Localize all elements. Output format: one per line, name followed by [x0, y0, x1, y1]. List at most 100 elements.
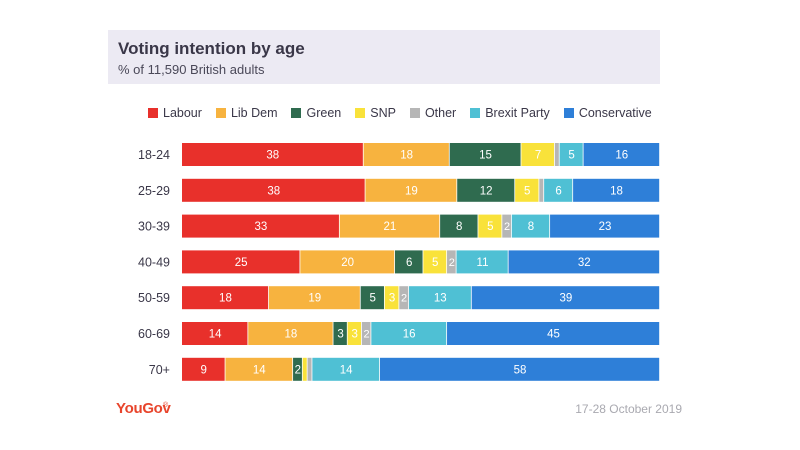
bar-segment-other [361, 322, 371, 345]
bar-segment-other [399, 286, 409, 310]
legend-item-conservative: Conservative [563, 106, 652, 120]
data-label: 14 [253, 364, 266, 376]
bar-segment-brexit-party [408, 286, 471, 310]
bar-segment-conservative [583, 143, 660, 166]
bar-segment-brexit-party [312, 357, 380, 381]
bar-segment-labour [182, 143, 363, 166]
bar-segment-conservative [550, 214, 660, 238]
legend-item-snp: SNP [355, 106, 396, 120]
bar-segment-other [307, 357, 312, 381]
chart-title: Voting intention by age [118, 39, 305, 58]
bar-segment-other [502, 214, 512, 238]
bar-segment-green [394, 250, 423, 274]
data-label: 20 [341, 257, 354, 269]
bar-segment-brexit-party [559, 143, 583, 166]
bar-segment-lib-dem [363, 143, 449, 166]
data-label: 14 [340, 364, 353, 376]
data-label: 21 [384, 221, 397, 233]
bar-segment-green [440, 214, 478, 238]
data-label: 15 [479, 150, 492, 162]
data-label: 8 [456, 221, 462, 233]
data-label: 32 [578, 257, 591, 269]
data-label: 2 [449, 257, 455, 269]
bar-segment-other [447, 250, 456, 274]
chart-legend: Labour Lib Dem Green SNP Other Brexit Party Co… [148, 105, 666, 121]
data-label: 2 [504, 221, 510, 233]
yougov-logo: YouGov [116, 400, 171, 417]
bar-segment-lib-dem [339, 214, 440, 238]
bar-segment-other [539, 178, 544, 202]
data-label: 19 [308, 293, 321, 305]
category-label: 25-29 [138, 184, 170, 198]
data-label: 12 [480, 185, 493, 197]
bar-segment-conservative [508, 250, 660, 274]
bar-segment-labour [182, 357, 225, 381]
bar-segment-lib-dem [268, 286, 360, 310]
data-label: 5 [487, 221, 493, 233]
bar-segment-brexit-party [456, 250, 508, 274]
data-label: 3 [389, 293, 395, 305]
bar-segment-conservative [471, 286, 660, 310]
data-label: 7 [535, 150, 541, 162]
data-label: 2 [364, 329, 370, 341]
legend-item-labour: Labour [148, 106, 202, 120]
bar-segment-brexit-party [511, 214, 550, 238]
legend-label: Brexit Party [485, 106, 550, 120]
legend-label: Other [424, 106, 457, 120]
legend-swatch [148, 108, 158, 118]
bar-segment-snp [515, 178, 539, 202]
category-label: 30-39 [138, 220, 170, 234]
data-label: 19 [405, 185, 418, 197]
data-label: 16 [403, 329, 416, 341]
registered-mark: ® [163, 402, 169, 409]
legend-label: SNP [370, 106, 396, 120]
bar-segment-snp [478, 214, 502, 238]
bar-segment-brexit-party [544, 178, 573, 202]
legend-label: Lib Dem [230, 106, 278, 120]
bar-segment-snp [423, 250, 447, 274]
data-label: 5 [524, 185, 530, 197]
legend-swatch [215, 108, 226, 118]
data-label: 39 [559, 293, 572, 305]
legend-item-other: Other [409, 106, 457, 120]
legend-swatch [291, 108, 302, 118]
data-label: 18 [284, 329, 297, 341]
bar-segment-brexit-party [371, 322, 447, 345]
data-label: 11 [477, 257, 489, 269]
bar-segment-other [554, 143, 559, 166]
bar-segment-green [449, 143, 521, 166]
bar-segment-snp [302, 357, 307, 381]
bar-segment-conservative [573, 178, 660, 202]
data-label: 18 [400, 150, 413, 162]
bar-segment-lib-dem [365, 178, 457, 202]
data-label: 16 [615, 150, 628, 162]
data-label: 6 [406, 257, 412, 269]
data-label: 58 [514, 364, 527, 376]
legend-item-brexit-party: Brexit Party [470, 106, 550, 120]
data-label: 23 [599, 221, 612, 233]
data-label: 18 [219, 293, 232, 305]
chart-subtitle: % of 11,590 British adults [118, 62, 265, 77]
data-label: 9 [201, 364, 207, 376]
bar-segment-green [360, 286, 384, 310]
bar-segment-labour [182, 178, 365, 202]
legend-item-lib-dem: Lib Dem [215, 106, 278, 120]
bar-segment-lib-dem [300, 250, 395, 274]
legend-swatch [470, 108, 481, 118]
bar-segment-conservative [447, 322, 660, 345]
data-label: 45 [547, 329, 560, 341]
data-label: 5 [432, 257, 438, 269]
bar-segment-green [293, 357, 302, 381]
data-label: 13 [434, 293, 447, 305]
category-label: 18-24 [138, 148, 170, 162]
legend-label: Conservative [578, 106, 652, 120]
bar-segment-labour [182, 286, 269, 310]
legend-swatch [563, 108, 574, 118]
data-label: 5 [370, 293, 376, 305]
data-label: 18 [610, 185, 623, 197]
data-label: 25 [235, 257, 248, 269]
legend-swatch [409, 108, 420, 118]
category-label: 70+ [149, 363, 170, 377]
data-label: 6 [555, 185, 561, 197]
